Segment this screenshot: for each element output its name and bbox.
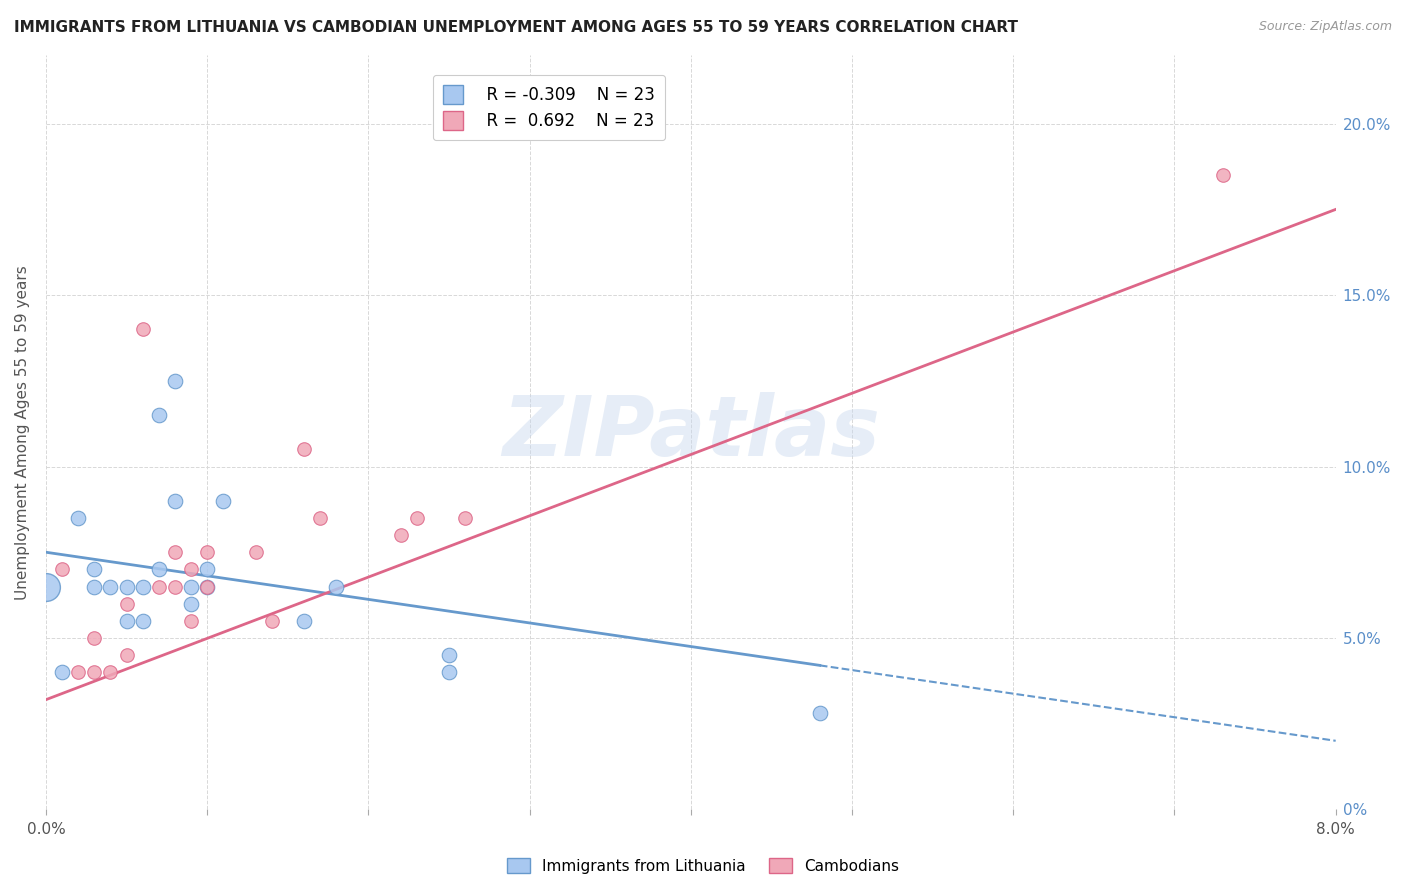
Point <box>148 580 170 594</box>
Point <box>51 562 73 576</box>
Legend:   R = -0.309    N = 23,   R =  0.692    N = 23: R = -0.309 N = 23, R = 0.692 N = 23 <box>433 75 665 140</box>
Point <box>83 665 105 680</box>
Point <box>67 511 90 525</box>
Point <box>163 580 186 594</box>
Point <box>325 580 347 594</box>
Point <box>83 580 105 594</box>
Point <box>163 545 186 559</box>
Y-axis label: Unemployment Among Ages 55 to 59 years: Unemployment Among Ages 55 to 59 years <box>15 265 30 599</box>
Point <box>1212 168 1234 182</box>
Point <box>115 597 138 611</box>
Point <box>115 614 138 628</box>
Point <box>195 545 218 559</box>
Point <box>180 562 202 576</box>
Point <box>212 493 235 508</box>
Point <box>83 562 105 576</box>
Point <box>115 580 138 594</box>
Point <box>131 322 153 336</box>
Point <box>100 665 122 680</box>
Point <box>83 631 105 645</box>
Point <box>100 580 122 594</box>
Point <box>437 648 460 662</box>
Point <box>163 493 186 508</box>
Point <box>454 511 477 525</box>
Point <box>195 580 218 594</box>
Point <box>195 562 218 576</box>
Point <box>405 511 427 525</box>
Point <box>180 597 202 611</box>
Text: IMMIGRANTS FROM LITHUANIA VS CAMBODIAN UNEMPLOYMENT AMONG AGES 55 TO 59 YEARS CO: IMMIGRANTS FROM LITHUANIA VS CAMBODIAN U… <box>14 20 1018 35</box>
Point <box>260 614 283 628</box>
Legend: Immigrants from Lithuania, Cambodians: Immigrants from Lithuania, Cambodians <box>501 852 905 880</box>
Point <box>437 665 460 680</box>
Point <box>67 665 90 680</box>
Point <box>245 545 267 559</box>
Point <box>148 408 170 422</box>
Point <box>131 614 153 628</box>
Text: Source: ZipAtlas.com: Source: ZipAtlas.com <box>1258 20 1392 33</box>
Point <box>163 374 186 388</box>
Point <box>35 580 58 594</box>
Point <box>180 614 202 628</box>
Point <box>195 580 218 594</box>
Point <box>131 580 153 594</box>
Point <box>292 442 315 457</box>
Point <box>309 511 332 525</box>
Point <box>389 528 412 542</box>
Point <box>115 648 138 662</box>
Text: ZIPatlas: ZIPatlas <box>502 392 880 473</box>
Point <box>148 562 170 576</box>
Point <box>51 665 73 680</box>
Point <box>292 614 315 628</box>
Point <box>808 706 831 721</box>
Point <box>180 580 202 594</box>
